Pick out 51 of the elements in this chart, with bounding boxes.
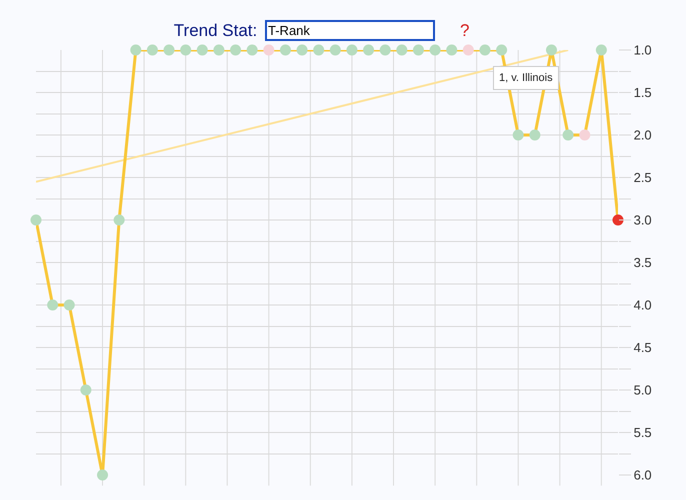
y-tick-label: 6.0 bbox=[634, 468, 652, 483]
text: T-Rank bbox=[268, 23, 310, 38]
point bbox=[446, 44, 458, 56]
annotation: 1, v. Illinois bbox=[499, 72, 554, 84]
y-tick-label: 4.5 bbox=[634, 340, 652, 356]
point bbox=[546, 44, 557, 56]
point bbox=[479, 44, 490, 56]
point bbox=[412, 44, 424, 56]
point bbox=[246, 44, 258, 56]
point bbox=[612, 214, 624, 226]
point bbox=[80, 384, 92, 396]
point bbox=[30, 214, 42, 226]
y-tick-label: 3.0 bbox=[634, 212, 652, 228]
point bbox=[346, 44, 358, 56]
point bbox=[313, 44, 324, 56]
point bbox=[114, 214, 125, 226]
y-tick-label: 5.5 bbox=[634, 425, 652, 440]
point bbox=[512, 130, 524, 140]
y-tick-label: 1.0 bbox=[634, 42, 652, 58]
point bbox=[562, 130, 574, 140]
text: ? bbox=[460, 21, 470, 40]
point bbox=[296, 44, 308, 56]
point bbox=[596, 44, 607, 56]
point bbox=[230, 44, 242, 56]
point bbox=[164, 44, 175, 56]
point bbox=[64, 300, 75, 310]
point bbox=[462, 44, 474, 56]
y-tick-label: 4.0 bbox=[634, 298, 652, 313]
point bbox=[213, 44, 224, 56]
point bbox=[146, 44, 158, 56]
point bbox=[97, 470, 108, 480]
point bbox=[180, 44, 192, 56]
point bbox=[130, 44, 142, 56]
point bbox=[330, 44, 341, 56]
y-tick-label: 2.5 bbox=[634, 170, 652, 186]
y-tick-label: 3.5 bbox=[634, 255, 652, 270]
y-tick-label: 2.0 bbox=[634, 128, 652, 143]
point bbox=[396, 44, 408, 56]
point bbox=[496, 44, 508, 56]
point bbox=[529, 130, 540, 140]
point bbox=[196, 44, 208, 56]
point bbox=[47, 300, 58, 310]
y-tick-label: 1.5 bbox=[634, 85, 652, 100]
chart-title: Trend Stat: bbox=[174, 20, 258, 40]
point bbox=[263, 44, 274, 56]
point bbox=[280, 44, 291, 56]
point bbox=[579, 130, 590, 140]
point bbox=[380, 44, 391, 56]
y-tick-label: 5.0 bbox=[634, 382, 652, 398]
point bbox=[430, 44, 441, 56]
point bbox=[363, 44, 374, 56]
